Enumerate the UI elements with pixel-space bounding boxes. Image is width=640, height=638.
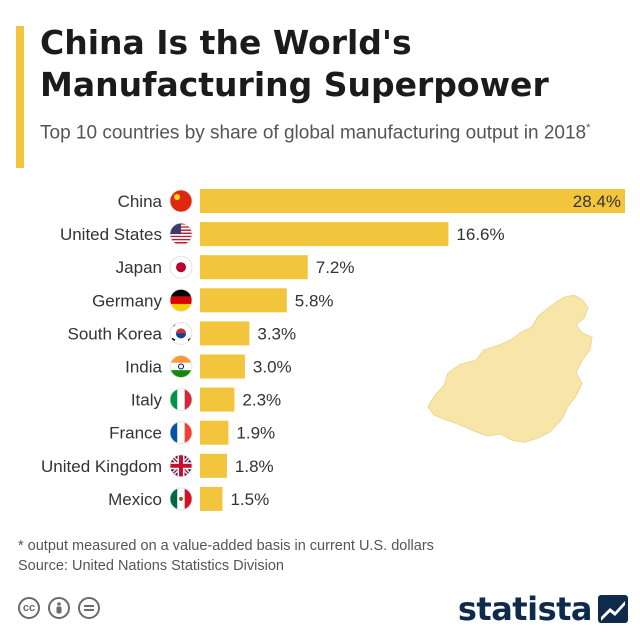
india-flag-icon — [170, 355, 192, 378]
value-label: 28.4% — [573, 192, 621, 211]
bar — [200, 486, 223, 511]
category-label: United States — [60, 225, 162, 244]
value-label: 16.6% — [456, 225, 504, 244]
bar-row: France 1.9% — [109, 420, 275, 445]
value-label: 3.3% — [257, 324, 296, 343]
brand-name: statista — [457, 590, 593, 628]
bar-row: Italy 2.3% — [131, 387, 281, 412]
category-label: Germany — [92, 291, 162, 310]
footnote-block: * output measured on a value-added basis… — [18, 536, 434, 576]
by-icon — [48, 597, 70, 619]
chart-title: China Is the World's Manufacturing Super… — [40, 23, 549, 104]
italy-flag-icon — [170, 388, 192, 411]
cc-icon: cc — [18, 597, 40, 619]
japan-flag-icon — [170, 256, 192, 279]
germany-flag-icon — [170, 289, 192, 312]
category-label: India — [125, 358, 162, 377]
bar — [200, 453, 227, 478]
category-label: France — [109, 424, 162, 443]
bar-row: United States 16.6% — [60, 222, 505, 247]
value-label: 1.5% — [230, 490, 269, 509]
footnote-text: * output measured on a value-added basis… — [18, 538, 434, 554]
uk-flag-icon — [170, 454, 192, 477]
value-label: 1.9% — [236, 424, 275, 443]
statista-mark-icon — [598, 595, 628, 623]
category-label: South Korea — [67, 324, 162, 343]
bar-row: China 28.4% — [118, 189, 625, 213]
bar-row: South Korea 3.3% — [67, 321, 296, 346]
bar-chart: China 28.4% United States 16.6% Japan 7.2% Ger… — [41, 189, 625, 511]
bar-row: Mexico 1.5% — [108, 486, 269, 511]
value-label: 1.8% — [235, 457, 274, 476]
bar — [200, 387, 235, 412]
china-map-silhouette — [427, 294, 593, 443]
title-accent-bar — [16, 26, 24, 168]
subtitle-text: Top 10 countries by share of global manu… — [40, 122, 587, 144]
bar-row: Germany 5.8% — [92, 288, 334, 313]
statista-logo[interactable]: statista — [458, 590, 628, 628]
source-text: Source: United Nations Statistics Divisi… — [18, 558, 284, 574]
category-label: Mexico — [108, 490, 162, 509]
nd-icon — [78, 597, 100, 619]
bar — [200, 354, 245, 379]
bar — [200, 321, 250, 346]
value-label: 3.0% — [253, 358, 292, 377]
bar — [200, 222, 449, 247]
bar-row: United Kingdom 1.8% — [41, 453, 274, 478]
category-label: Japan — [116, 258, 162, 277]
bar — [200, 420, 229, 445]
france-flag-icon — [170, 421, 192, 444]
category-label: China — [118, 192, 163, 211]
license-icons: cc — [18, 597, 100, 619]
bar — [200, 288, 287, 313]
bar-row: India 3.0% — [125, 354, 292, 379]
value-label: 2.3% — [242, 391, 281, 410]
value-label: 7.2% — [316, 258, 355, 277]
bar-row: Japan 7.2% — [116, 255, 355, 280]
bar — [200, 255, 308, 280]
mexico-flag-icon — [170, 487, 192, 510]
bar — [200, 189, 625, 213]
chart-subtitle: Top 10 countries by share of global manu… — [40, 116, 600, 145]
category-label: United Kingdom — [41, 457, 162, 476]
china-flag-icon — [170, 190, 192, 212]
value-label: 5.8% — [295, 291, 334, 310]
subtitle-footnote-mark: * — [586, 122, 591, 134]
usa-flag-icon — [170, 223, 192, 246]
category-label: Italy — [131, 391, 163, 410]
